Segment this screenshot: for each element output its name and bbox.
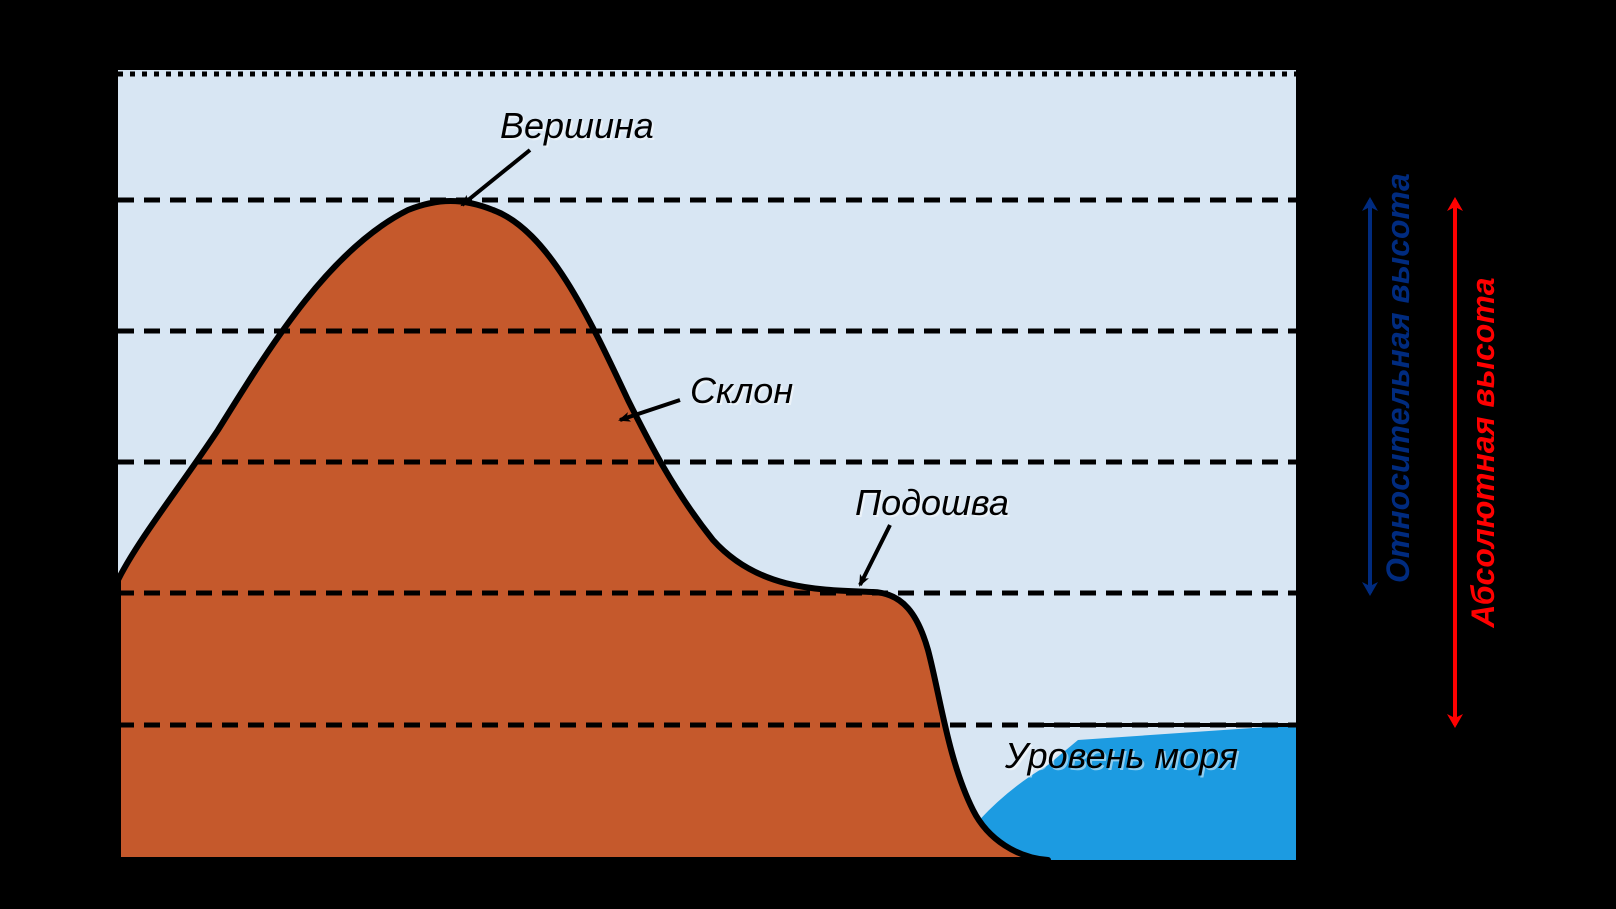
label-sea-level: Уровень моря [1005, 735, 1238, 777]
label-relative-height: Относительная высота [1380, 190, 1417, 583]
label-peak: Вершина [500, 105, 654, 147]
label-absolute-height: Абсолютная высота [1465, 190, 1502, 715]
label-foot: Подошва [855, 482, 1009, 524]
label-slope: Склон [690, 370, 793, 412]
diagram-svg [0, 0, 1616, 909]
diagram-root: { "canvas": { "width": 1616, "height": 9… [0, 0, 1616, 909]
